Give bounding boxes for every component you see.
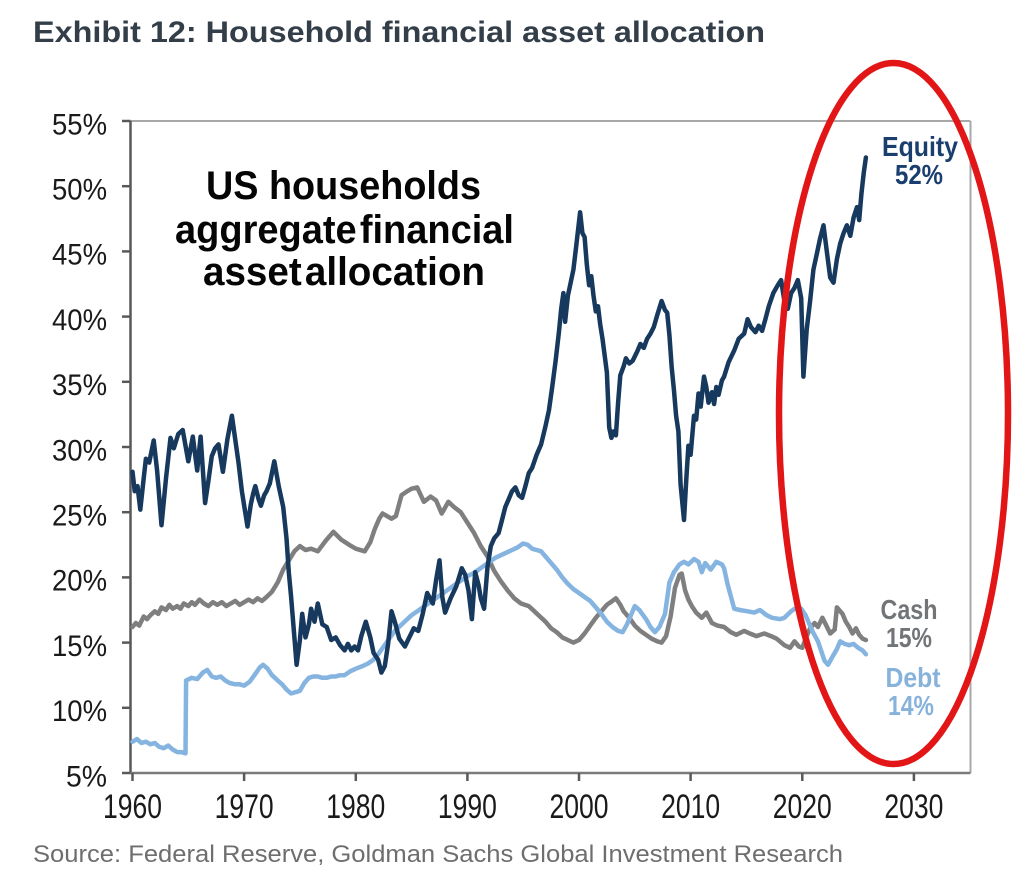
svg-text:50%: 50%: [52, 174, 107, 207]
svg-text:US households: US households: [206, 164, 481, 208]
svg-text:40%: 40%: [52, 304, 107, 337]
svg-text:Source: Federal Reserve, Goldm: Source: Federal Reserve, Goldman Sachs G…: [33, 841, 843, 868]
svg-text:15%: 15%: [52, 630, 107, 663]
svg-text:2020: 2020: [773, 788, 832, 826]
svg-text:55%: 55%: [52, 108, 107, 141]
svg-text:Equity: Equity: [882, 131, 958, 162]
svg-text:1960: 1960: [103, 788, 162, 826]
svg-text:Exhibit 12: Household financia: Exhibit 12: Household financial asset al…: [33, 16, 765, 49]
svg-text:1980: 1980: [326, 788, 385, 826]
svg-text:aggregate financial: aggregate financial: [175, 208, 514, 252]
svg-text:2000: 2000: [550, 788, 609, 826]
svg-text:10%: 10%: [52, 695, 107, 728]
svg-text:45%: 45%: [52, 239, 107, 272]
svg-text:5%: 5%: [66, 760, 107, 793]
svg-text:asset allocation: asset allocation: [203, 250, 485, 294]
svg-text:2010: 2010: [661, 788, 720, 826]
svg-text:1970: 1970: [215, 788, 274, 826]
svg-text:1990: 1990: [438, 788, 497, 826]
svg-text:Debt: Debt: [886, 662, 941, 693]
svg-text:20%: 20%: [52, 565, 107, 598]
svg-text:Cash: Cash: [881, 594, 938, 625]
svg-text:52%: 52%: [895, 159, 943, 190]
svg-text:25%: 25%: [52, 500, 107, 533]
svg-text:35%: 35%: [52, 369, 107, 402]
svg-text:14%: 14%: [888, 690, 934, 721]
svg-text:2030: 2030: [884, 788, 943, 826]
svg-text:30%: 30%: [52, 434, 107, 467]
svg-text:15%: 15%: [886, 622, 932, 653]
